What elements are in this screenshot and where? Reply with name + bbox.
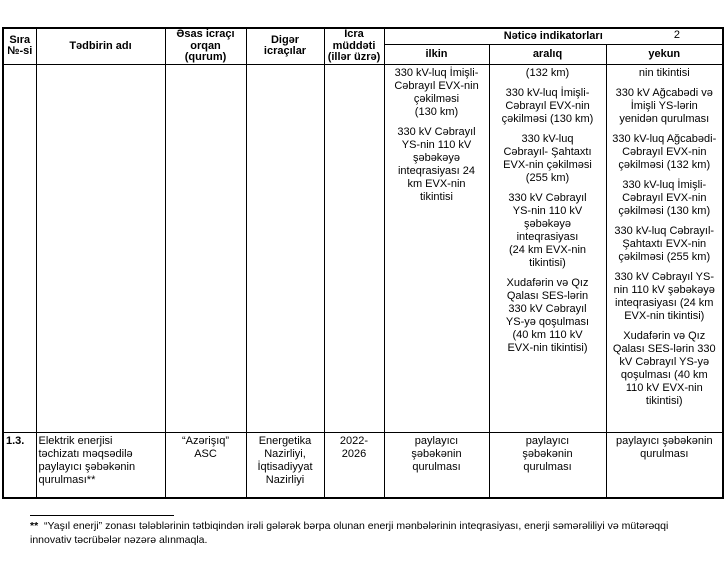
- table-row-1-3: 1.3. Elektrik enerjisi təchizatı məqsədi…: [2, 431, 724, 499]
- cell-other-executors: Energetika Nazirliyi, İqtisadiyyat Nazir…: [245, 431, 325, 499]
- header-col-name: Tədbirin adı: [35, 27, 166, 65]
- cell-interim-indicator: paylayıcı şəbəkənin qurulması: [488, 431, 607, 499]
- header-col-no: Sıra №-si: [2, 27, 37, 65]
- cell-other-executors: [245, 63, 325, 433]
- header-col-main-executor: Əsas icraçı orqan (qurum): [164, 27, 247, 65]
- header-col-interim: aralıq: [488, 44, 607, 65]
- cell-main-executor: “Azərişıq” ASC: [164, 431, 247, 499]
- table-row-continuation: 330 kV-luq İmişli- Cəbrayıl EVX-nin çəki…: [2, 63, 724, 433]
- footnote-text: “Yaşıl enerji” zonası tələblərinin tətbi…: [30, 520, 669, 546]
- page-number: 2: [673, 29, 680, 41]
- cell-measure-name: [35, 63, 166, 433]
- cell-interim-indicator: (132 km) 330 kV-luq İmişli- Cəbrayıl EVX-…: [488, 63, 607, 433]
- header-col-initial: ilkin: [383, 44, 490, 65]
- cell-no: [2, 63, 37, 433]
- action-plan-table: Sıra №-si Tədbirin adı Əsas icraçı orqan…: [2, 27, 724, 499]
- cell-period: 2022- 2026: [323, 431, 385, 499]
- cell-period: [323, 63, 385, 433]
- document-page: 2 Sıra №-si Tədbirin adı Əsas icraçı orq…: [0, 27, 724, 575]
- footnote-separator: [30, 515, 174, 516]
- header-col-indicators: Nəticə indikatorları: [383, 27, 724, 46]
- header-col-other-executors: Digər icraçılar: [245, 27, 325, 65]
- header-col-period: İcra müddəti (illər üzrə): [323, 27, 385, 65]
- header-row-sub: ilkin aralıq yekun: [3, 44, 724, 65]
- header-row-top: Sıra №-si Tədbirin adı Əsas icraçı orqan…: [2, 27, 724, 65]
- cell-main-executor: [164, 63, 247, 433]
- footnote-marker: **: [30, 520, 39, 532]
- header-col-final: yekun: [605, 44, 724, 65]
- cell-no: 1.3.: [2, 431, 37, 499]
- cell-final-indicator: nin tikintisi 330 kV Ağcabədi və İmişli Y…: [605, 63, 724, 433]
- cell-final-indicator: paylayıcı şəbəkənin qurulması: [605, 431, 724, 499]
- cell-initial-indicator: paylayıcı şəbəkənin qurulması: [383, 431, 490, 499]
- cell-initial-indicator: 330 kV-luq İmişli- Cəbrayıl EVX-nin çəki…: [383, 63, 490, 433]
- footnote: ** “Yaşıl enerji” zonası tələblərinin tə…: [30, 520, 720, 547]
- cell-measure-name: Elektrik enerjisi təchizatı məqsədilə pa…: [35, 431, 166, 499]
